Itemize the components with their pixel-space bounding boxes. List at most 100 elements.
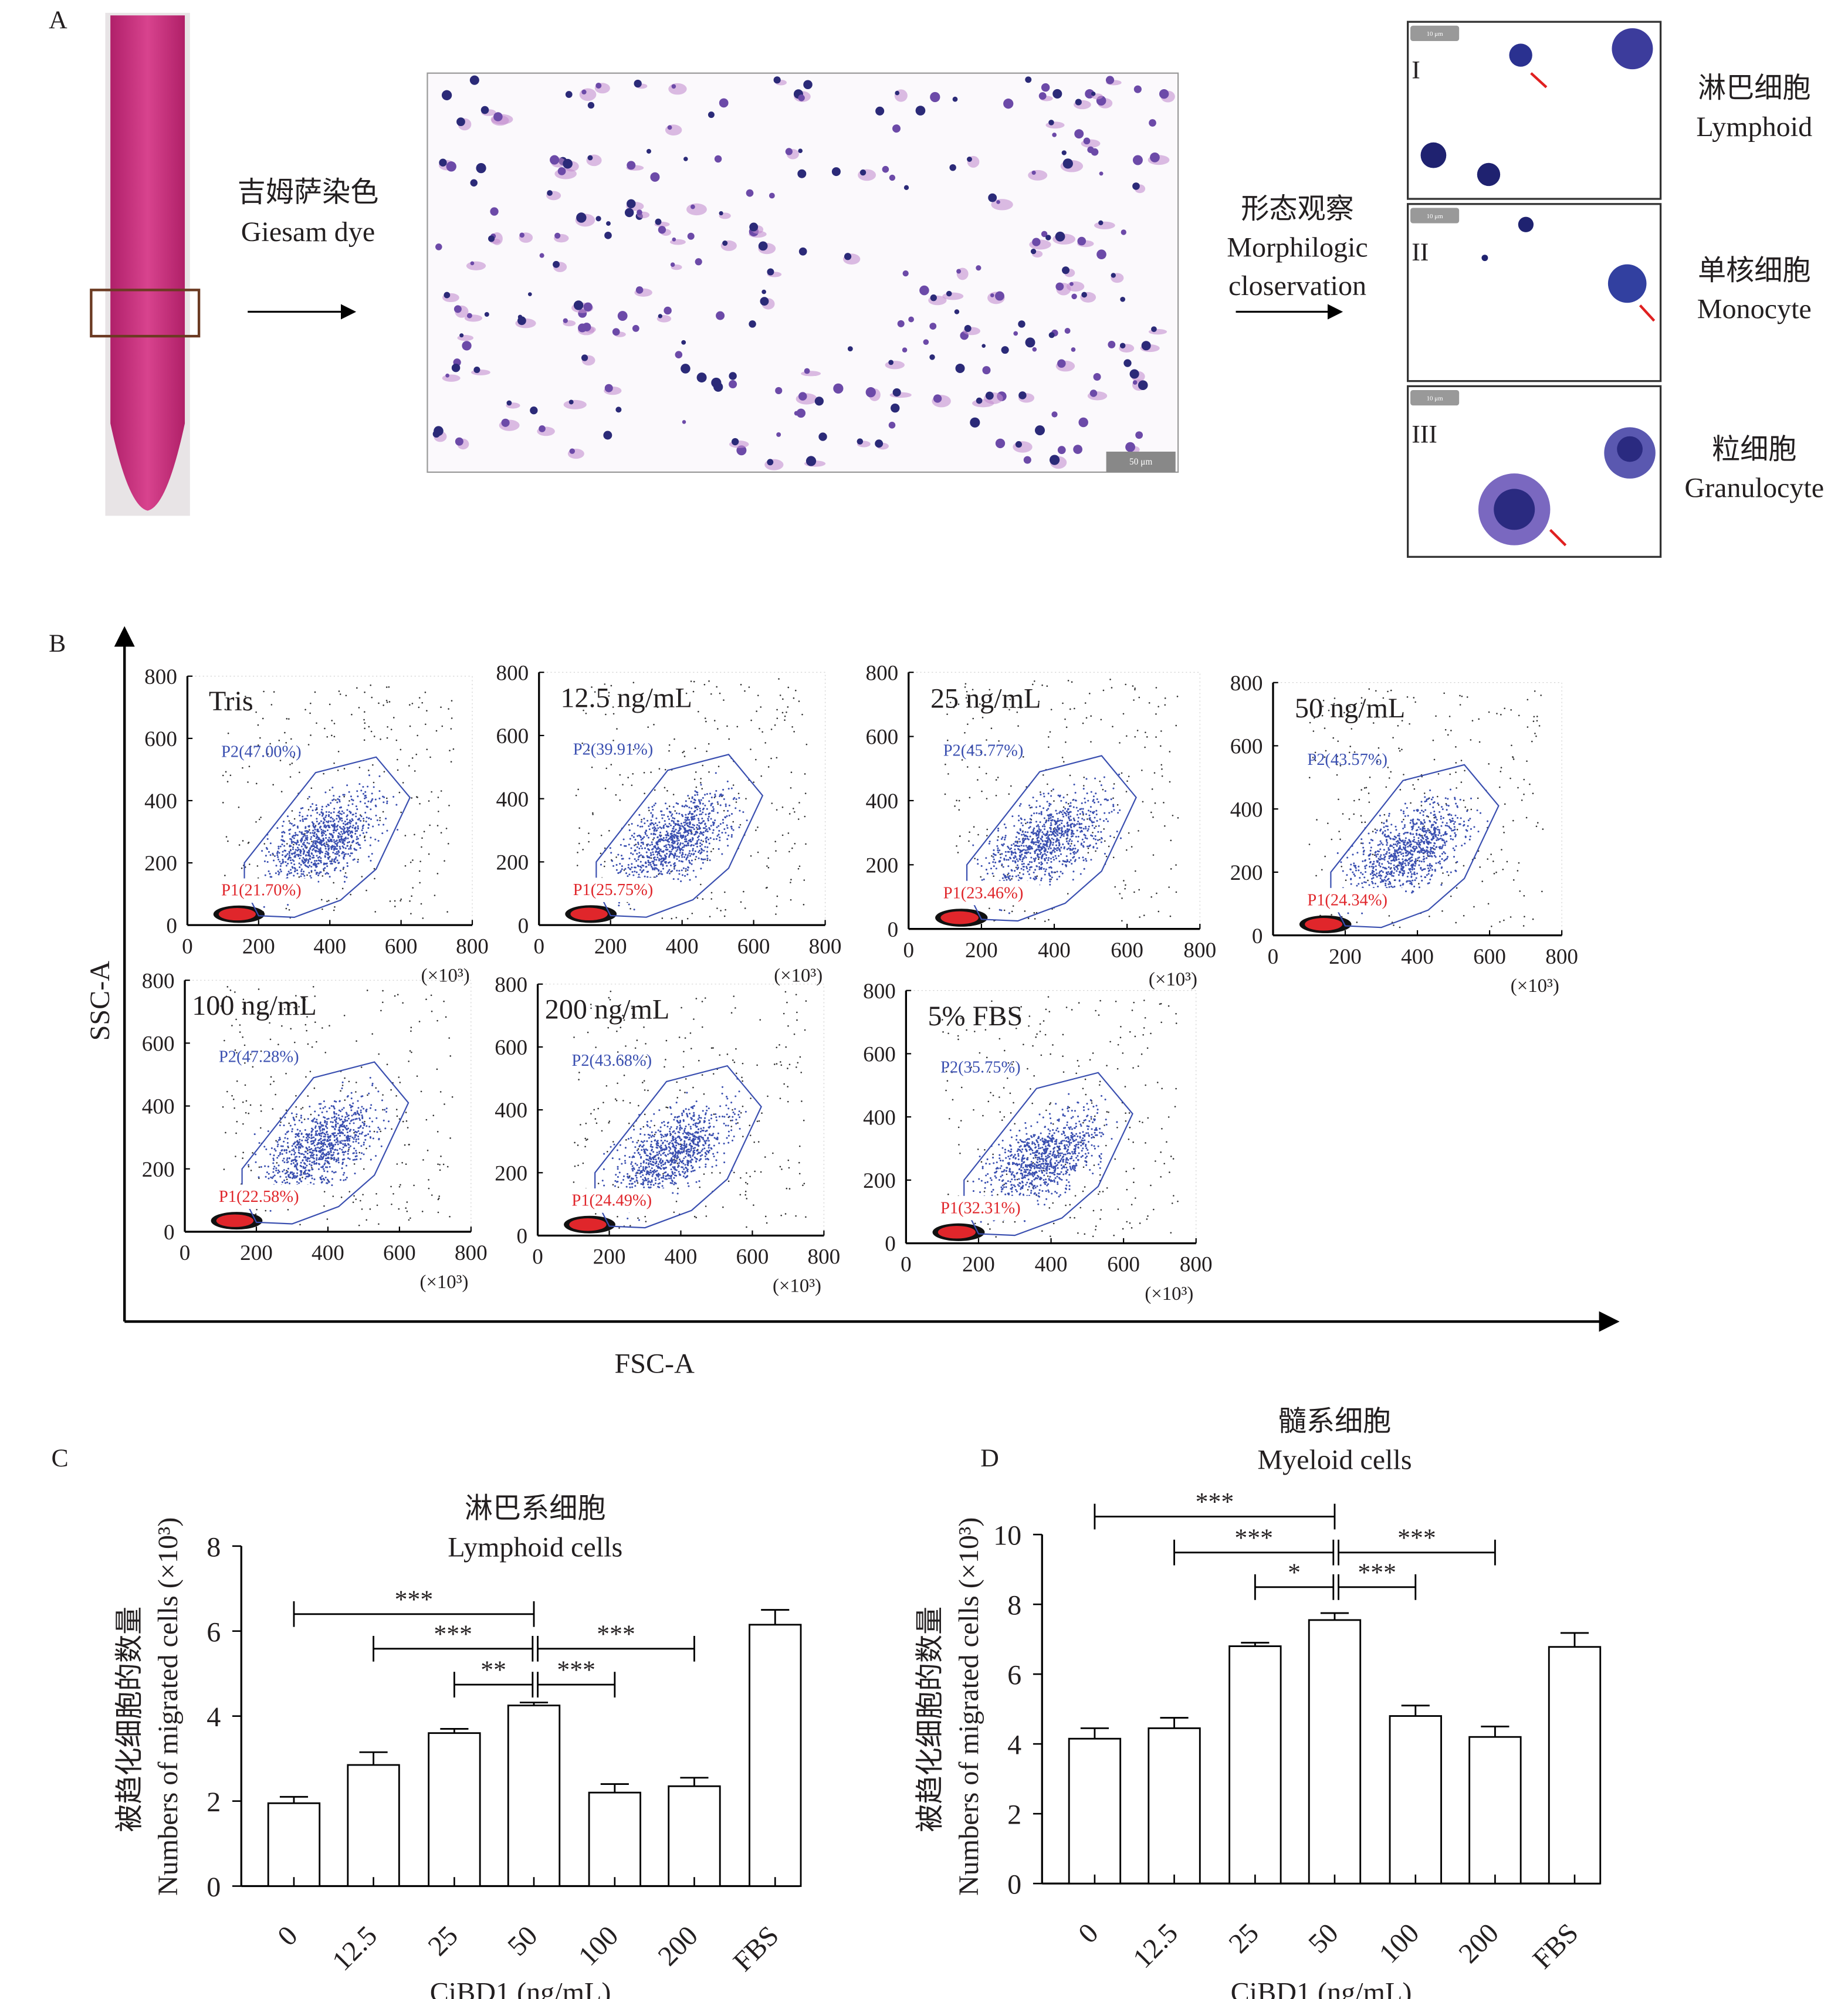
p2-event-dot [1430,875,1433,877]
p2-event-dot [654,802,656,805]
event-dot [1128,775,1130,777]
p2-event-dot [290,842,293,844]
event-dot [306,874,308,876]
p2-event-dot [354,828,357,830]
p2-event-dot [1033,841,1035,843]
p2-event-dot [634,849,637,852]
p2-event-dot [333,829,336,831]
p2-event-dot [309,847,312,849]
p2-event-dot [1427,798,1430,800]
p2-event-dot [1414,865,1416,867]
p2-event-dot [1052,842,1054,844]
event-dot [404,865,407,867]
event-dot [292,757,295,758]
event-dot [1066,794,1068,796]
p2-event-dot [676,846,679,848]
p2-event-dot [343,832,346,835]
p2-event-dot [655,859,658,861]
stained-cell [949,164,956,171]
p2-event-dot [683,844,686,846]
p2-event-dot [656,856,659,859]
y-tick-label: 400 [144,790,177,814]
event-dot [1487,903,1490,905]
p2-event-dot [1066,837,1068,839]
event-dot [1125,683,1127,686]
event-dot [743,890,744,893]
event-dot [1175,864,1177,866]
p2-event-dot [981,879,983,881]
event-dot [972,717,974,720]
p2-event-dot [671,838,673,840]
event-dot [709,916,711,917]
stained-cell [1064,328,1071,334]
p2-event-dot [308,842,310,845]
p2-event-dot [331,846,333,849]
p2-event-dot [374,798,377,801]
p2-event-dot [1050,815,1052,817]
p2-event-dot [1402,860,1404,863]
event-dot [995,794,997,797]
p2-event-dot [1001,877,1004,879]
event-dot [1478,741,1481,743]
stained-cell [1030,249,1037,255]
p2-event-dot [1487,820,1489,822]
x-tick-label: 200 [594,934,627,958]
event-dot [339,693,341,695]
event-dot [705,720,707,723]
p2-event-dot [1379,865,1382,868]
p2-event-dot [1095,792,1097,795]
p2-event-dot [1382,831,1385,834]
p2-event-dot [1446,825,1448,827]
p2-event-dot [688,859,691,862]
event-dot [309,712,311,714]
event-dot [969,831,970,834]
p2-event-dot [1020,868,1023,870]
stained-cell [681,340,686,345]
stained-cell [1121,229,1126,235]
p2-event-dot [1002,866,1004,868]
event-dot [1502,826,1504,828]
event-dot [1088,693,1091,694]
p2-event-dot [1441,858,1443,860]
stained-cell [595,82,602,89]
event-dot [1417,859,1419,862]
p2-event-dot [1041,835,1043,838]
p2-event-dot [1082,808,1084,810]
p2-event-dot [636,853,638,855]
p2-event-dot [702,797,704,799]
stained-cell [767,268,774,276]
stained-cell [658,314,663,319]
p2-event-dot [1050,858,1052,860]
p2-event-dot [300,870,303,872]
event-dot [750,719,752,721]
p2-event-dot [700,784,702,786]
p2-event-dot [318,872,320,875]
event-dot [1048,919,1050,921]
p2-event-dot [628,873,631,876]
p2-event-dot [1400,853,1403,855]
event-dot [732,821,735,823]
p2-event-dot [1024,838,1027,840]
event-dot [577,788,579,791]
p2-event-dot [296,839,299,842]
p2-event-dot [1052,838,1055,841]
p2-event-dot [648,856,651,859]
stained-cell [1132,155,1143,165]
p2-event-dot [692,869,695,872]
event-dot [1532,918,1534,920]
p2-event-dot [320,831,323,833]
p2-event-dot [303,875,306,877]
p2-event-dot [628,858,631,860]
p2-event-dot [710,825,712,827]
p2-event-dot [319,841,321,843]
p2-event-dot [1001,836,1004,839]
p2-event-dot [706,857,709,860]
p2-event-dot [673,865,676,868]
p2-event-dot [1375,831,1377,834]
p2-event-dot [1085,778,1088,780]
p2-event-dot [1039,821,1041,824]
observe-label-en2: closervation [1228,270,1366,301]
p2-event-dot [1430,851,1433,853]
p2-event-dot [1051,837,1053,840]
event-dot [1504,707,1506,710]
